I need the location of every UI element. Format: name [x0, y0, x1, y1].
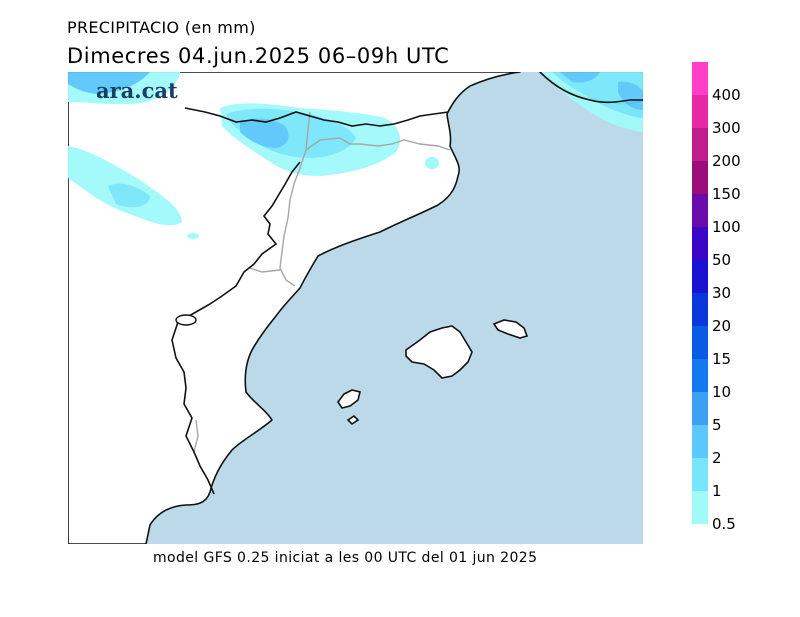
island-mallorca	[405, 325, 473, 379]
lake	[175, 314, 197, 326]
legend-swatch	[692, 491, 708, 524]
precipitation-legend	[692, 62, 708, 524]
island-formentera	[346, 414, 360, 426]
spain-france-border	[184, 107, 449, 127]
legend-label: 10	[712, 383, 732, 401]
model-info: model GFS 0.25 iniciat a les 00 UTC del …	[153, 550, 538, 566]
legend-label: 5	[712, 416, 722, 434]
legend-label: 15	[712, 350, 732, 368]
legend-swatch	[692, 392, 708, 425]
ara-cat-logo: ara.cat	[96, 78, 178, 103]
legend-label: 30	[712, 284, 732, 302]
legend-label: 100	[712, 218, 741, 236]
france-coastline	[539, 72, 643, 104]
map-title: PRECIPITACIO (en mm)	[67, 18, 256, 37]
legend-swatch	[692, 227, 708, 260]
legend-swatch	[692, 293, 708, 326]
legend-label: 20	[712, 317, 732, 335]
western-border	[171, 161, 301, 495]
legend-label: 2	[712, 449, 722, 467]
legend-swatch	[692, 161, 708, 194]
legend-swatch	[692, 128, 708, 161]
legend-label: 150	[712, 185, 741, 203]
legend-swatch	[692, 194, 708, 227]
legend-label: 1	[712, 482, 722, 500]
legend-swatch	[692, 62, 708, 95]
legend-swatch	[692, 359, 708, 392]
legend-label: 0.5	[712, 515, 736, 533]
legend-swatch	[692, 326, 708, 359]
forecast-period: Dimecres 04.jun.2025 06–09h UTC	[67, 44, 450, 68]
island-menorca	[492, 319, 529, 339]
legend-label: 300	[712, 119, 741, 137]
region-borders	[193, 111, 451, 453]
island-eivissa	[337, 389, 361, 409]
legend-label: 50	[712, 251, 732, 269]
legend-label: 200	[712, 152, 741, 170]
legend-swatch	[692, 458, 708, 491]
legend-label: 400	[712, 86, 741, 104]
legend-swatch	[692, 95, 708, 128]
legend-swatch	[692, 425, 708, 458]
mainland	[68, 72, 521, 544]
legend-swatch	[692, 260, 708, 293]
